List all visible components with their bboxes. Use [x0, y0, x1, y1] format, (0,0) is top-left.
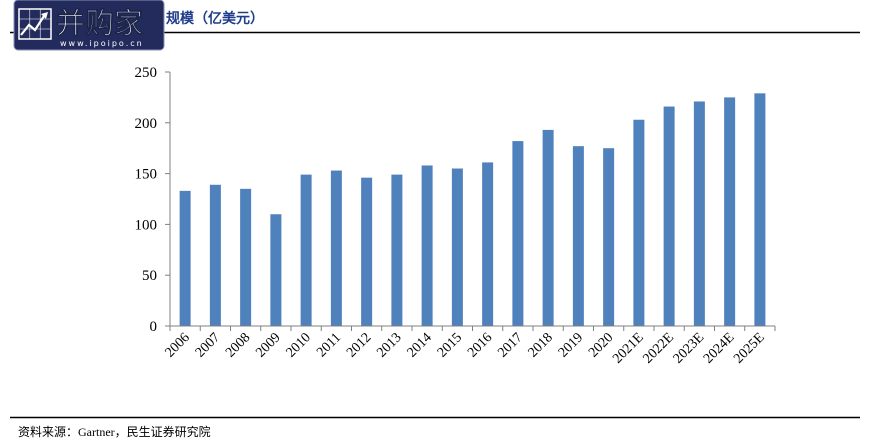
y-tick-label-100: 100 — [135, 217, 158, 233]
x-tick-label-2023E: 2023E — [671, 330, 707, 366]
x-tick-label-2025E: 2025E — [731, 330, 767, 366]
bar-2007 — [209, 184, 221, 326]
x-tick-label-2006: 2006 — [163, 330, 193, 360]
y-tick-label-0: 0 — [150, 319, 158, 335]
y-tick-label-200: 200 — [135, 116, 158, 132]
x-tick-label-2007: 2007 — [193, 330, 223, 360]
bar-2022E — [663, 106, 675, 326]
x-tick-label-2008: 2008 — [223, 330, 253, 360]
y-tick-label-50: 50 — [142, 268, 157, 284]
x-tick-label-2016: 2016 — [465, 330, 495, 360]
bar-series — [179, 93, 766, 327]
bar-2024E — [724, 97, 736, 327]
x-tick-label-2011: 2011 — [314, 330, 344, 360]
bar-2009 — [270, 214, 282, 326]
x-tick-label-2015: 2015 — [435, 330, 465, 360]
bar-2017 — [512, 141, 524, 326]
y-tick-label-250: 250 — [135, 65, 158, 81]
logo-watermark: 并购家 www.ipoipo.cn — [13, 0, 165, 51]
plot-area: 0 50 100 150 200 250 2006 2007 2008 2009 2010 2011… — [135, 65, 776, 367]
x-tick-label-2024E: 2024E — [701, 330, 737, 366]
bar-2010 — [300, 174, 312, 326]
x-tick-label-2017: 2017 — [495, 330, 525, 360]
chart-growth-icon — [18, 8, 52, 40]
x-tick-label-2018: 2018 — [526, 330, 556, 360]
x-tick-label-2014: 2014 — [405, 330, 435, 360]
x-ticks: 2006 2007 2008 2009 2010 2011 2012 2013 2014 2015… — [163, 326, 776, 367]
bar-2019 — [572, 146, 584, 326]
bar-2015 — [451, 168, 463, 326]
bar-2006 — [179, 190, 191, 326]
x-tick-label-2010: 2010 — [284, 330, 314, 360]
x-tick-label-2013: 2013 — [374, 330, 404, 360]
x-tick-label-2022E: 2022E — [640, 330, 676, 366]
bar-2014 — [421, 165, 433, 326]
bar-2020 — [603, 148, 615, 326]
logo-name: 并购家 — [56, 6, 143, 40]
bar-2016 — [482, 162, 494, 326]
bar-2021E — [633, 119, 645, 326]
x-tick-label-2009: 2009 — [253, 330, 283, 360]
logo-url: www.ipoipo.cn — [60, 39, 144, 48]
x-tick-label-2019: 2019 — [556, 330, 586, 360]
bar-2008 — [240, 188, 252, 326]
bar-2013 — [391, 174, 403, 326]
y-ticks: 0 50 100 150 200 250 — [135, 65, 170, 335]
x-tick-label-2021E: 2021E — [610, 330, 646, 366]
bar-2023E — [693, 101, 705, 327]
x-tick-label-2012: 2012 — [344, 330, 374, 360]
bar-2025E — [754, 93, 766, 326]
bar-2018 — [542, 129, 554, 326]
source-note: 资料来源：Gartner，民生证券研究院 — [18, 424, 211, 439]
bar-2011 — [330, 170, 342, 326]
y-tick-label-150: 150 — [135, 167, 158, 183]
bar-2012 — [361, 177, 373, 326]
chart-title: 规模（亿美元） — [166, 10, 264, 27]
